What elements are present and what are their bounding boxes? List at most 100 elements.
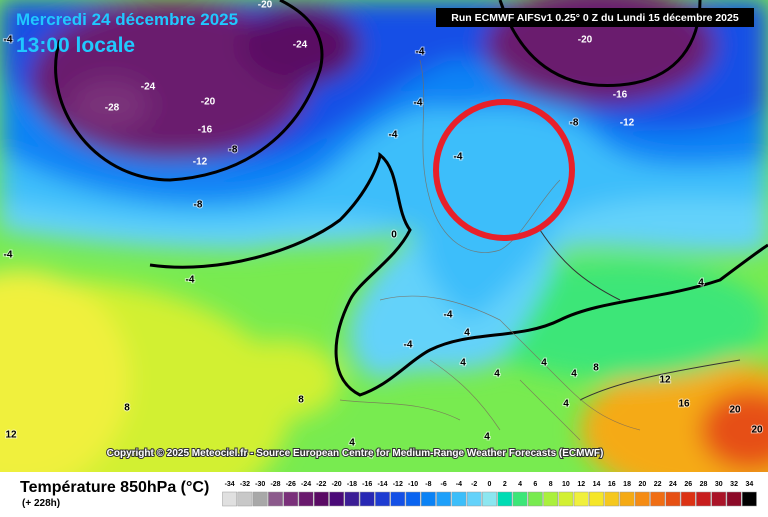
scale-swatch <box>268 491 283 507</box>
scale-swatch <box>696 491 711 507</box>
contour-label: -4 <box>404 340 413 351</box>
scale-swatch <box>482 491 497 507</box>
scale-swatch <box>512 491 528 507</box>
scale-tick-label: 32 <box>730 481 738 488</box>
contour-label: 4 <box>698 278 704 289</box>
scale-tick-label: 12 <box>577 481 585 488</box>
contour-label: 4 <box>464 328 470 339</box>
contour-label: 4 <box>460 358 466 369</box>
contour-label: -8 <box>194 200 203 211</box>
scale-swatch <box>650 491 666 507</box>
scale-tick-label: -20 <box>332 481 342 488</box>
scale-tick-label: -22 <box>316 481 326 488</box>
scale-tick-label: -10 <box>408 481 418 488</box>
scale-swatch <box>466 491 482 507</box>
scale-swatch <box>344 491 360 507</box>
contour-label: -20 <box>578 35 593 46</box>
contour-label: 4 <box>484 432 490 443</box>
scale-swatch <box>222 491 238 507</box>
scale-swatch <box>451 491 467 507</box>
contour-label: -4 <box>186 275 195 286</box>
contour-label: -8 <box>570 118 579 129</box>
contour-label: 8 <box>242 449 248 460</box>
scale-swatch <box>405 491 421 507</box>
scale-tick-label: 30 <box>715 481 723 488</box>
copyright: Copyright © 2025 Meteociel.fr - Source E… <box>107 448 604 459</box>
contour-label: 20 <box>751 425 763 436</box>
scale-tick-label: 10 <box>562 481 570 488</box>
contour-label: 8 <box>593 363 599 374</box>
scale-swatch <box>711 491 727 507</box>
lead-time: (+ 228h) <box>22 498 60 509</box>
contour-label: 4 <box>563 399 569 410</box>
contour-label: -16 <box>198 125 213 136</box>
scale-tick-label: -26 <box>286 481 296 488</box>
scale-swatch <box>497 491 513 507</box>
contour-label: -24 <box>141 82 156 93</box>
contour-label: -20 <box>258 0 273 11</box>
scale-tick-label: -18 <box>347 481 357 488</box>
scale-tick-label: -16 <box>362 481 372 488</box>
contour-label: -4 <box>444 310 453 321</box>
contour-label: -4 <box>389 130 398 141</box>
scale-swatch <box>237 491 253 507</box>
contour-label: -4 <box>4 250 13 261</box>
contour-label: -8 <box>229 145 238 156</box>
contour-label: 8 <box>298 395 304 406</box>
scale-swatch <box>558 491 574 507</box>
contour-label: -4 <box>454 152 463 163</box>
scale-tick-label: 24 <box>669 481 677 488</box>
contour-label: -28 <box>105 103 120 114</box>
scale-tick-label: -6 <box>441 481 447 488</box>
scale-tick-label: 2 <box>503 481 507 488</box>
contour-label: -12 <box>193 157 208 168</box>
scale-swatch <box>634 491 650 507</box>
contour-label: 4 <box>571 369 577 380</box>
scale-swatch <box>313 491 329 507</box>
forecast-date: Mercredi 24 décembre 2025 <box>16 10 238 29</box>
scale-tick-label: -30 <box>255 481 265 488</box>
scale-tick-label: -14 <box>377 481 387 488</box>
scale-swatch <box>665 491 681 507</box>
run-info: Run ECMWF AIFSv1 0.25° 0 Z du Lundi 15 d… <box>451 12 739 24</box>
contour-labels: -20 -24 -28 -24 -20 -16 -12 -8 -8 -4 -4 -4 -4 -4 -20 -1… <box>3 0 764 462</box>
scale-swatch <box>619 491 635 507</box>
scale-tick-label: -28 <box>270 481 280 488</box>
scale-tick-label: 18 <box>623 481 631 488</box>
contour-label: 4 <box>367 450 373 461</box>
forecast-time: 13:00 locale <box>16 34 135 57</box>
scale-tick-label: -4 <box>456 481 462 488</box>
scale-tick-label: 6 <box>533 481 537 488</box>
scale-tick-label: -8 <box>425 481 431 488</box>
scale-swatch <box>420 491 436 507</box>
scale-tick-label: 20 <box>638 481 646 488</box>
scale-swatch <box>726 491 742 507</box>
contour-label: -16 <box>613 90 628 101</box>
scale-swatch <box>298 491 314 507</box>
scale-swatch <box>436 491 452 507</box>
scale-swatch <box>329 491 345 507</box>
scale-swatch <box>390 491 406 507</box>
contour-label: 4 <box>494 369 500 380</box>
scale-swatch <box>543 491 559 507</box>
contour-label: 0 <box>391 230 397 241</box>
scale-swatch <box>252 491 268 507</box>
scale-tick-label: 0 <box>488 481 492 488</box>
color-scale: -34 -32 -30 -28 -26 -24 -22 -20 -18 -16 -14 -12 -10-… <box>222 481 757 507</box>
scale-tick-label: -32 <box>240 481 250 488</box>
scale-swatch <box>604 491 620 507</box>
contour-label: 4 <box>349 438 355 449</box>
scale-swatch <box>359 491 375 507</box>
scale-swatch <box>573 491 589 507</box>
scale-tick-label: 26 <box>684 481 692 488</box>
contour-label: 12 <box>5 430 17 441</box>
scale-tick-label: -24 <box>301 481 311 488</box>
scale-swatch <box>527 491 543 507</box>
scale-tick-label: 4 <box>518 481 522 488</box>
contour-label: 12 <box>659 375 671 386</box>
scale-tick-label: 8 <box>549 481 553 488</box>
contour-label: -24 <box>293 40 308 51</box>
scale-swatch <box>283 491 299 507</box>
